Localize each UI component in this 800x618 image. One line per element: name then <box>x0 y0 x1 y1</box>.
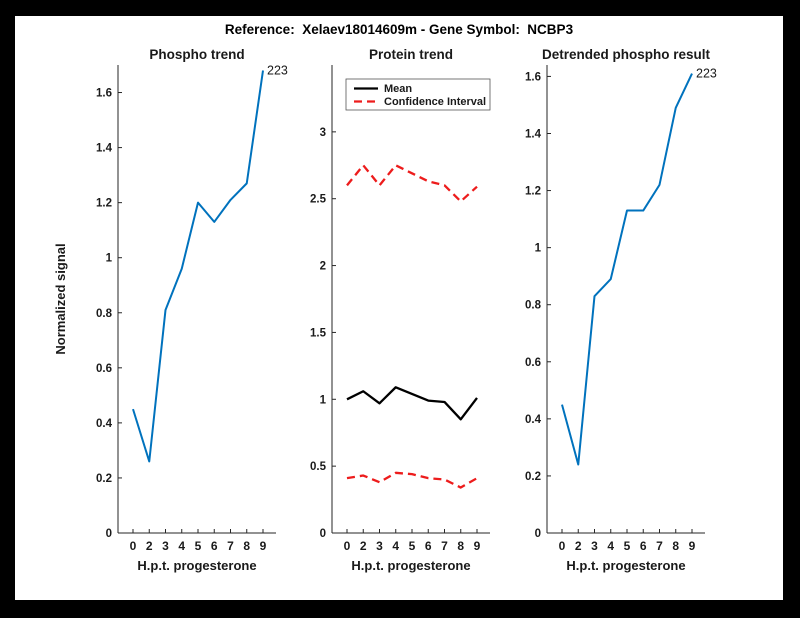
x-tick-label: 9 <box>260 539 267 553</box>
legend-label-confidence-interval: Confidence Interval <box>384 96 486 108</box>
x-tick-label: 2 <box>575 539 582 553</box>
y-tick-label: 2.5 <box>310 194 327 206</box>
y-tick-label: 3 <box>320 127 326 139</box>
x-tick-label: 9 <box>689 539 696 553</box>
x-tick-label: 3 <box>591 539 598 553</box>
chart-phospho-trend: 0 2 3 4 5 6 7 8 900.20.40.60.811.21.41.6Phospho … <box>53 47 288 573</box>
x-tick-label: 7 <box>656 539 663 553</box>
x-tick-label: 6 <box>640 539 647 553</box>
x-axis-label: H.p.t. progesterone <box>566 558 685 573</box>
x-tick-label: 5 <box>624 539 631 553</box>
y-tick-label: 0.2 <box>525 471 541 483</box>
y-tick-label: 0.6 <box>96 363 112 375</box>
x-axis-label: H.p.t. progesterone <box>137 558 256 573</box>
y-tick-label: 1 <box>535 243 542 255</box>
x-tick-label: 4 <box>178 539 185 553</box>
x-tick-label: 2 <box>360 539 367 553</box>
y-tick-label: 1.6 <box>525 71 541 83</box>
phospho-signal-line <box>132 70 264 463</box>
y-tick-label: 2 <box>320 261 326 273</box>
x-tick-label: 7 <box>227 539 234 553</box>
x-tick-label: 2 <box>146 539 153 553</box>
confidence-interval-upper-line <box>346 164 478 203</box>
y-tick-label: 0.6 <box>525 357 541 369</box>
endpoint-annotation: 223 <box>696 67 717 81</box>
chart-title: Detrended phospho result <box>542 47 711 62</box>
x-tick-label: 4 <box>392 539 399 553</box>
endpoint-annotation: 223 <box>267 64 288 78</box>
y-tick-label: 0.8 <box>96 308 113 320</box>
y-tick-label: 1.5 <box>310 327 327 339</box>
x-tick-label: 0 <box>559 539 566 553</box>
confidence-interval-lower-line <box>346 471 478 489</box>
x-tick-label: 7 <box>441 539 448 553</box>
x-axis-label: H.p.t. progesterone <box>351 558 470 573</box>
y-tick-label: 0.5 <box>310 461 327 473</box>
matlab-figure: Reference: Xelaev18014609m - Gene Symbol… <box>15 16 783 600</box>
x-tick-label: 8 <box>457 539 464 553</box>
y-tick-label: 0 <box>535 528 541 540</box>
y-tick-label: 1.2 <box>525 186 541 198</box>
x-tick-label: 8 <box>672 539 679 553</box>
x-tick-label: 4 <box>607 539 614 553</box>
x-tick-label: 9 <box>474 539 481 553</box>
chart-detrended-phospho-result: 0 2 3 4 5 6 7 8 900.20.40.60.811.21.41.6Detrende… <box>525 47 717 573</box>
x-tick-label: 3 <box>162 539 169 553</box>
x-tick-label: 0 <box>130 539 137 553</box>
y-tick-label: 0 <box>106 528 112 540</box>
x-tick-label: 5 <box>409 539 416 553</box>
y-axis-label: Normalized signal <box>53 243 68 354</box>
x-tick-label: 5 <box>195 539 202 553</box>
y-tick-label: 1.4 <box>96 143 113 155</box>
x-tick-label: 3 <box>376 539 383 553</box>
chart-title: Protein trend <box>369 47 453 62</box>
y-tick-label: 1.4 <box>525 128 542 140</box>
y-tick-label: 0 <box>320 528 326 540</box>
y-tick-label: 1.2 <box>96 198 112 210</box>
y-tick-label: 0.2 <box>96 473 112 485</box>
y-tick-label: 1 <box>106 253 113 265</box>
x-tick-label: 6 <box>211 539 218 553</box>
x-tick-label: 8 <box>243 539 250 553</box>
y-tick-label: 1.6 <box>96 88 112 100</box>
legend-box <box>345 78 491 111</box>
charts-canvas: 0 2 3 4 5 6 7 8 900.20.40.60.811.21.41.6Phospho … <box>53 47 717 573</box>
figure-title: Reference: Xelaev18014609m - Gene Symbol… <box>224 22 574 37</box>
y-tick-label: 0.4 <box>525 414 542 426</box>
y-tick-label: 0.8 <box>525 300 542 312</box>
mean-line <box>346 386 478 421</box>
y-tick-label: 0.4 <box>96 418 113 430</box>
x-tick-label: 0 <box>344 539 351 553</box>
detrended-phospho-signal-line <box>561 73 693 466</box>
y-tick-label: 1 <box>320 394 327 406</box>
x-tick-label: 6 <box>425 539 432 553</box>
chart-title: Phospho trend <box>149 47 244 62</box>
legend-label-mean: Mean <box>384 83 412 95</box>
